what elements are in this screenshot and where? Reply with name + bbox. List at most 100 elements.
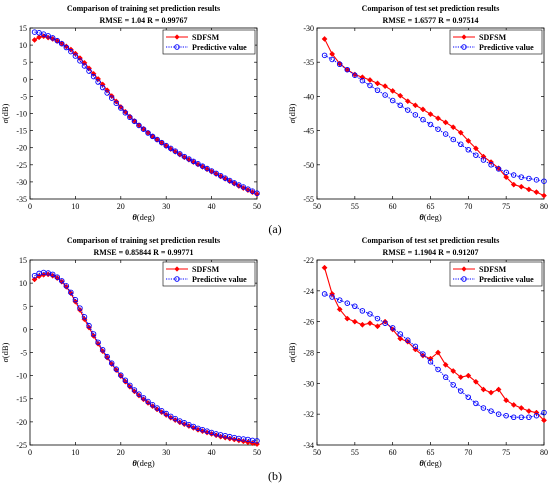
y-tick-label: -5 — [20, 349, 27, 358]
data-point — [131, 388, 138, 395]
y-tick-label: -15 — [16, 127, 27, 136]
y-tick-label: -22 — [303, 256, 314, 265]
data-point — [54, 274, 60, 280]
data-point — [359, 321, 366, 328]
data-point — [526, 175, 532, 182]
y-tick-label: -30 — [303, 379, 314, 388]
data-point — [526, 414, 532, 421]
data-point — [167, 145, 174, 152]
x-tick-label: 70 — [464, 202, 472, 211]
data-point — [136, 391, 142, 397]
y-tick-label: -15 — [16, 395, 27, 404]
plot-frame — [316, 259, 545, 446]
legend-box — [162, 261, 256, 287]
y-tick-label: -10 — [16, 110, 27, 119]
y-tick-label: -20 — [16, 144, 27, 153]
plot-frame — [29, 259, 258, 446]
data-point — [389, 97, 396, 104]
data-point — [503, 397, 510, 404]
data-point — [86, 322, 92, 329]
chart-subtitle: RMSE = 0.85844 R = 0.99771 — [93, 248, 193, 257]
data-point — [118, 105, 124, 111]
y-axis-label: σ(dB) — [287, 103, 297, 123]
data-point — [518, 174, 525, 180]
data-point — [344, 300, 351, 306]
data-point — [450, 368, 457, 374]
data-point — [472, 145, 479, 152]
data-point — [240, 184, 247, 190]
data-point — [158, 408, 165, 414]
data-point — [533, 177, 540, 183]
data-point — [442, 374, 449, 380]
data-point — [367, 320, 373, 327]
data-point — [435, 126, 441, 132]
data-point — [510, 401, 517, 408]
data-point — [404, 338, 411, 345]
data-point — [136, 122, 142, 129]
x-tick-label: 70 — [464, 448, 472, 457]
x-tick-label: 65 — [427, 202, 435, 211]
chart-subtitle: RMSE = 1.6577 R = 0.97514 — [382, 16, 478, 25]
chart-title: Comparison of test set prediction result… — [362, 236, 500, 245]
panel-label-b: (b) — [268, 469, 282, 483]
data-point — [367, 82, 373, 89]
data-point — [217, 172, 224, 179]
data-point — [473, 152, 479, 158]
panel-label-a: (a) — [268, 222, 281, 236]
data-point — [329, 51, 336, 57]
data-point — [518, 183, 525, 190]
data-point — [374, 87, 381, 93]
y-tick-label: -50 — [303, 161, 314, 170]
data-point — [458, 141, 464, 148]
data-point — [227, 177, 233, 184]
legend-label: Predictive value — [479, 275, 534, 284]
data-point — [495, 166, 502, 172]
legend-marker — [461, 34, 467, 40]
data-point — [503, 169, 509, 176]
data-point — [86, 68, 92, 74]
data-point — [442, 131, 449, 137]
data-point — [359, 77, 366, 84]
data-point — [181, 420, 188, 426]
y-tick-label: -30 — [303, 24, 314, 33]
x-tick-label: 65 — [427, 448, 435, 457]
data-point — [435, 366, 441, 373]
data-point — [40, 31, 47, 37]
data-point — [510, 181, 517, 188]
y-tick-label: -35 — [303, 58, 314, 67]
legend-label: SDFSM — [192, 33, 220, 42]
data-point — [541, 409, 547, 416]
data-point — [442, 119, 449, 126]
data-point — [427, 121, 434, 128]
data-point — [344, 315, 351, 322]
x-tick-label: 50 — [253, 202, 261, 211]
x-axis-label: θ(deg) — [132, 212, 155, 222]
data-point — [140, 126, 147, 132]
data-point — [480, 386, 487, 393]
legend-box — [449, 29, 543, 55]
data-point — [208, 168, 215, 174]
data-point — [419, 352, 426, 359]
data-point — [541, 417, 547, 424]
legend-label: Predictive value — [192, 275, 247, 284]
data-point — [99, 346, 106, 353]
data-point — [404, 98, 411, 105]
data-point — [145, 130, 151, 136]
series-line — [324, 54, 545, 182]
data-point — [374, 323, 381, 330]
data-point — [158, 139, 165, 146]
data-point — [45, 271, 52, 278]
data-point — [154, 405, 160, 411]
data-point — [351, 318, 358, 325]
data-point — [352, 303, 358, 310]
data-point — [488, 389, 494, 396]
y-tick-label: 15 — [19, 24, 27, 33]
data-point — [31, 272, 38, 279]
data-point — [420, 351, 426, 357]
data-point — [104, 90, 110, 96]
data-point — [54, 37, 60, 44]
data-point — [81, 314, 88, 320]
data-point — [186, 421, 192, 428]
data-point — [321, 52, 328, 59]
